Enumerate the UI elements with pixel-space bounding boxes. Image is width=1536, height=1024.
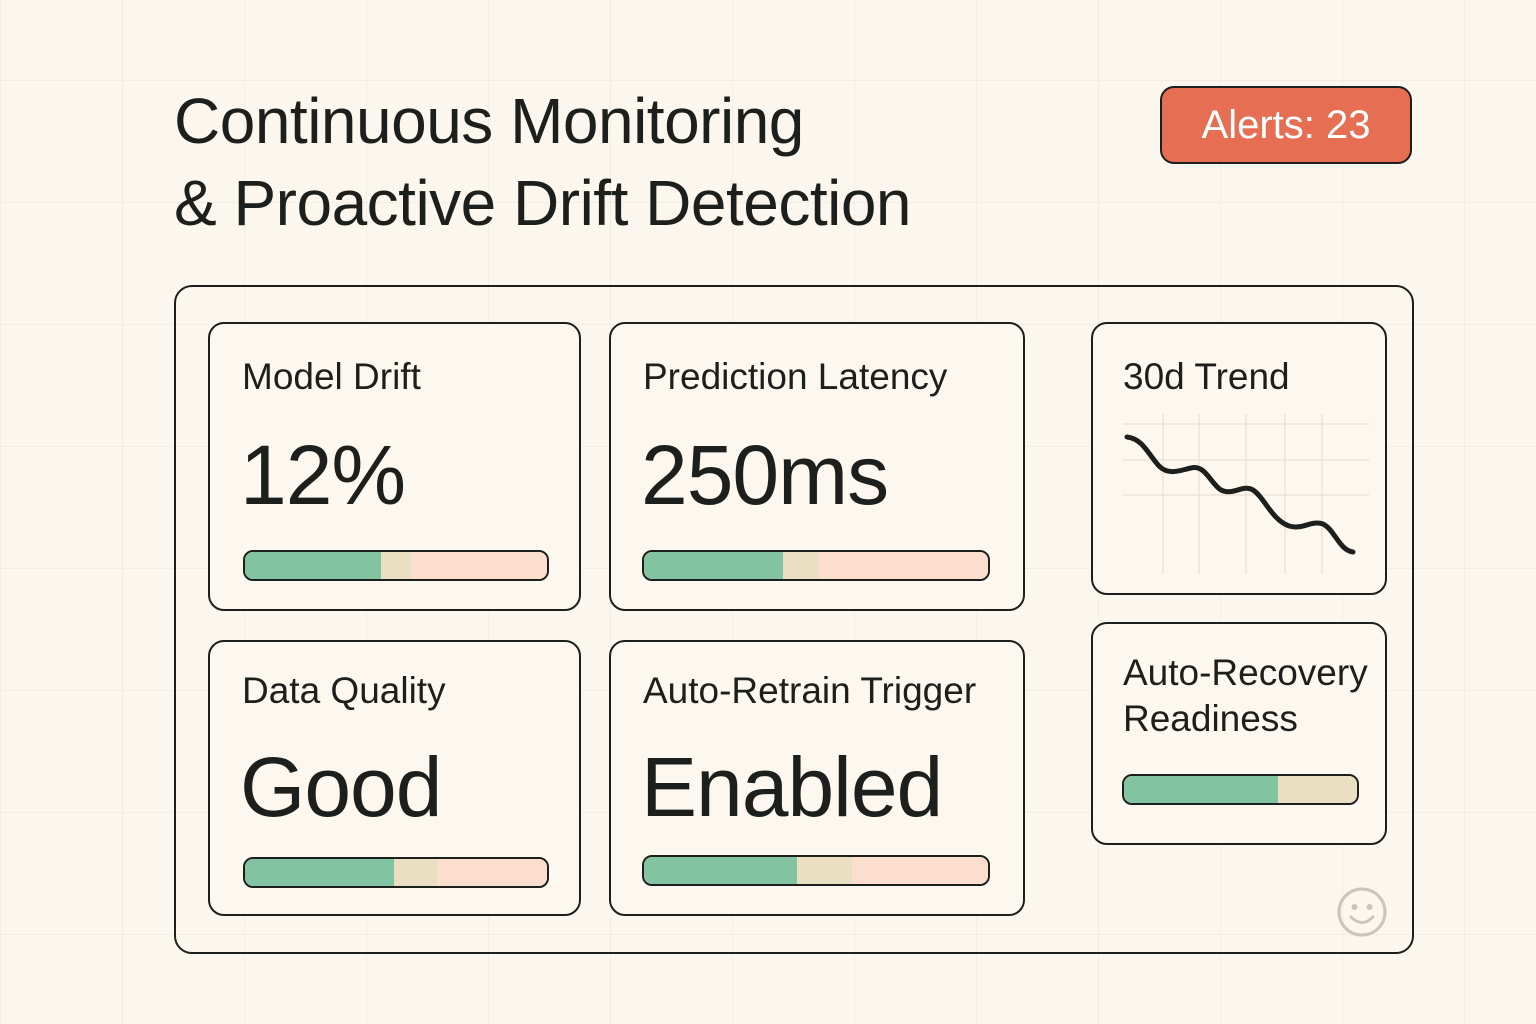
- trend-line: [1124, 434, 1356, 555]
- trend-label: 30d Trend: [1123, 356, 1290, 397]
- bar-warn-segment: [411, 552, 547, 579]
- recovery-card[interactable]: Auto-Recovery Readiness: [1091, 622, 1387, 845]
- data-quality-value: Good: [240, 740, 442, 834]
- data-quality-bar: [243, 857, 549, 888]
- retrain-card[interactable]: Auto-Retrain Trigger Enabled: [609, 640, 1025, 916]
- bar-good-segment: [1124, 776, 1278, 803]
- latency-bar: [642, 550, 990, 581]
- trend-card[interactable]: 30d Trend: [1091, 322, 1387, 595]
- latency-label: Prediction Latency: [643, 356, 948, 397]
- latency-card[interactable]: Prediction Latency 250ms: [609, 322, 1025, 611]
- latency-value: 250ms: [641, 428, 889, 522]
- bar-good-segment: [245, 859, 395, 886]
- smiley-icon[interactable]: [1336, 886, 1388, 938]
- page-title-line1: Continuous Monitoring: [174, 85, 804, 157]
- retrain-label: Auto-Retrain Trigger: [643, 670, 977, 711]
- model-drift-card[interactable]: Model Drift 12%: [208, 322, 581, 611]
- bar-neutral-segment: [1277, 776, 1357, 803]
- alerts-badge[interactable]: Alerts: 23: [1160, 86, 1412, 164]
- bar-neutral-segment: [783, 552, 820, 579]
- bar-neutral-segment: [394, 859, 437, 886]
- model-drift-bar: [243, 550, 549, 581]
- page-title: Continuous Monitoring & Proactive Drift …: [174, 80, 912, 244]
- recovery-label: Auto-Recovery Readiness: [1123, 650, 1368, 742]
- bar-neutral-segment: [380, 552, 412, 579]
- bar-warn-segment: [819, 552, 988, 579]
- model-drift-label: Model Drift: [242, 356, 421, 397]
- page-title-line2: & Proactive Drift Detection: [174, 167, 912, 239]
- data-quality-card[interactable]: Data Quality Good: [208, 640, 581, 916]
- bar-neutral-segment: [797, 857, 853, 884]
- model-drift-value: 12%: [240, 428, 406, 522]
- trend-line-chart: [1123, 414, 1369, 574]
- retrain-value: Enabled: [641, 740, 943, 834]
- recovery-label-line2: Readiness: [1123, 698, 1298, 739]
- bar-warn-segment: [852, 857, 988, 884]
- data-quality-label: Data Quality: [242, 670, 446, 711]
- bar-good-segment: [644, 857, 798, 884]
- recovery-label-line1: Auto-Recovery: [1123, 652, 1368, 693]
- bar-warn-segment: [436, 859, 547, 886]
- recovery-bar: [1122, 774, 1359, 805]
- retrain-bar: [642, 855, 990, 886]
- bar-good-segment: [644, 552, 784, 579]
- dashboard-panel: [174, 285, 1414, 954]
- bar-good-segment: [245, 552, 381, 579]
